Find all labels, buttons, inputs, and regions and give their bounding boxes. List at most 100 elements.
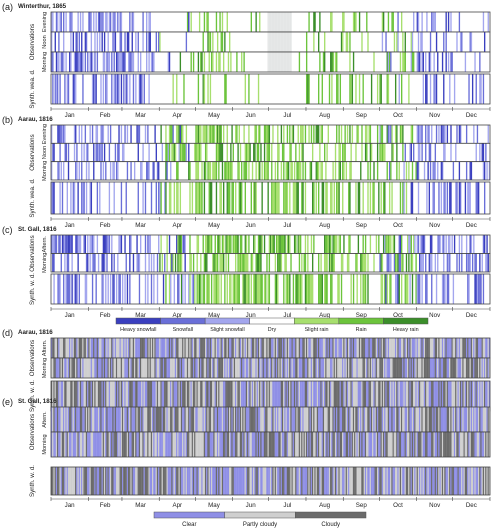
obs-row-day bbox=[174, 253, 177, 272]
obs-row-day bbox=[178, 338, 180, 358]
obs-row-day bbox=[185, 143, 188, 162]
obs-row-day bbox=[99, 338, 101, 358]
obs-row-day bbox=[111, 407, 113, 432]
obs-row-day bbox=[103, 432, 106, 457]
obs-row-day bbox=[482, 235, 485, 254]
synth-strip-day bbox=[303, 381, 305, 411]
synth-strip-day bbox=[158, 381, 160, 411]
synth-strip-day bbox=[178, 274, 180, 304]
obs-row-day bbox=[215, 432, 218, 457]
obs-row-day bbox=[210, 407, 213, 432]
obs-row-day bbox=[108, 52, 111, 72]
obs-row-day bbox=[219, 253, 221, 272]
obs-row-day bbox=[90, 52, 93, 72]
obs-row-day bbox=[450, 12, 452, 32]
synth-strip-day bbox=[200, 381, 202, 411]
obs-row-day bbox=[191, 432, 194, 457]
obs-row-day bbox=[126, 407, 129, 432]
obs-row-day bbox=[214, 253, 216, 272]
obs-row-day bbox=[245, 407, 248, 432]
obs-row-day bbox=[119, 358, 121, 378]
obs-row-day bbox=[241, 358, 243, 378]
synth-strip-day bbox=[351, 467, 354, 495]
obs-row-day bbox=[206, 338, 208, 358]
obs-row-day bbox=[342, 338, 344, 358]
synth-strip-day bbox=[299, 467, 302, 495]
obs-row-day bbox=[131, 358, 133, 378]
obs-row-day bbox=[386, 407, 388, 432]
synth-strip-day bbox=[280, 381, 283, 411]
obs-row-day bbox=[215, 143, 218, 162]
obs-row-day bbox=[285, 52, 287, 72]
obs-row-day bbox=[96, 32, 99, 52]
obs-row-day bbox=[450, 125, 452, 144]
synth-strip-day bbox=[208, 381, 210, 411]
obs-row-day bbox=[444, 407, 446, 432]
obs-row-day bbox=[318, 161, 320, 180]
obs-row-day bbox=[443, 235, 445, 254]
obs-row-day bbox=[91, 125, 94, 144]
synth-strip-day bbox=[318, 182, 320, 214]
obs-row-day bbox=[120, 235, 123, 254]
synth-strip-day bbox=[310, 467, 313, 495]
obs-row-day bbox=[172, 253, 174, 272]
synth-strip-day bbox=[467, 274, 469, 304]
obs-row-day bbox=[305, 32, 308, 52]
synth-strip-day bbox=[331, 182, 333, 214]
obs-row-day bbox=[416, 161, 418, 180]
obs-row-day bbox=[82, 338, 84, 358]
obs-row-day bbox=[313, 338, 315, 358]
synth-strip-day bbox=[373, 467, 375, 495]
obs-row-day bbox=[231, 432, 233, 457]
synth-strip-day bbox=[112, 381, 114, 411]
synth-strip-day bbox=[260, 274, 262, 304]
obs-row-day bbox=[262, 432, 265, 457]
synth-strip-day bbox=[309, 467, 311, 495]
obs-row-day bbox=[469, 358, 471, 378]
legend-label: Clear bbox=[182, 522, 196, 528]
legend-swatch bbox=[153, 511, 225, 519]
obs-row-day bbox=[176, 161, 178, 180]
obs-row-day bbox=[231, 161, 233, 180]
obs-label: Observations bbox=[29, 414, 36, 450]
obs-row-day bbox=[54, 358, 56, 378]
obs-row-day bbox=[65, 432, 67, 457]
obs-row-day bbox=[392, 338, 394, 358]
synth-strip-day bbox=[77, 182, 79, 214]
obs-row-day bbox=[482, 432, 485, 457]
synth-strip-day bbox=[386, 467, 388, 495]
obs-row-day bbox=[345, 358, 348, 378]
obs-row-day bbox=[307, 432, 309, 457]
obs-row-day bbox=[449, 432, 451, 457]
obs-row-day bbox=[475, 253, 477, 272]
obs-row-day bbox=[160, 358, 162, 378]
obs-row-day bbox=[266, 338, 268, 358]
obs-row-day bbox=[283, 125, 285, 144]
obs-row-day bbox=[381, 12, 384, 32]
synth-strip-day bbox=[452, 467, 455, 495]
obs-row-day bbox=[91, 358, 94, 378]
synth-strip-day bbox=[488, 467, 491, 495]
obs-row-day bbox=[203, 12, 206, 32]
obs-row-day bbox=[203, 432, 206, 457]
synth-strip-day bbox=[382, 182, 385, 214]
obs-row-day bbox=[71, 12, 73, 32]
obs-row-day bbox=[289, 52, 291, 72]
synth-strip-day bbox=[196, 381, 198, 411]
obs-row-day bbox=[399, 432, 402, 457]
synth-strip-day bbox=[71, 274, 73, 304]
obs-row-day bbox=[290, 12, 292, 32]
synth-strip-frame bbox=[50, 466, 491, 496]
obs-row-day bbox=[256, 143, 259, 162]
synth-strip-day bbox=[477, 467, 480, 495]
obs-row-day bbox=[381, 432, 384, 457]
obs-row-day bbox=[164, 338, 166, 358]
obs-row-day bbox=[210, 235, 213, 254]
synth-strip-day bbox=[308, 467, 310, 495]
month-label: Dec bbox=[466, 222, 477, 229]
synth-strip-day bbox=[95, 74, 97, 104]
obs-row-day bbox=[261, 161, 263, 180]
synth-strip-day bbox=[195, 467, 197, 495]
synth-strip-day bbox=[66, 381, 68, 411]
obs-row-day bbox=[444, 432, 446, 457]
